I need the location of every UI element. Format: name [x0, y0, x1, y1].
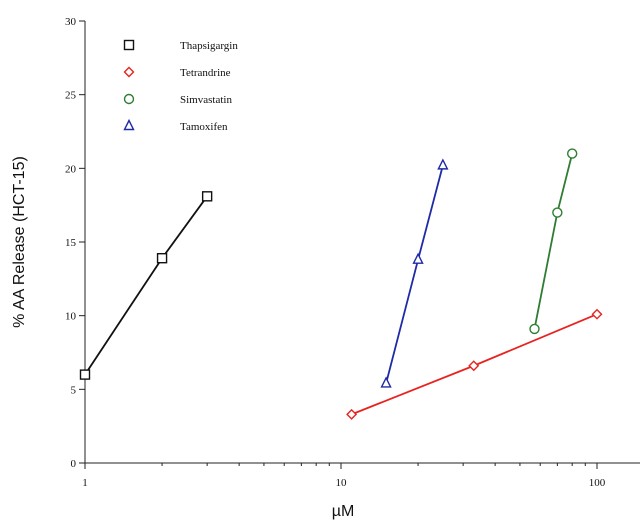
legend: Thapsigargin Tetrandrine Simvastatin Tamoxi…: [123, 39, 238, 133]
x-axis-title: µM: [332, 503, 355, 520]
legend-marker: [123, 39, 135, 51]
legend-marker: [123, 93, 135, 105]
y-axis: 0 5 10 15 20 25 30: [65, 16, 85, 470]
y-tick-label: 20: [65, 163, 77, 175]
y-tick-label: 25: [65, 90, 77, 102]
legend-marker: [123, 118, 135, 131]
legend-marker: [123, 66, 135, 78]
data-point: [412, 252, 424, 264]
legend-label: Tetrandrine: [180, 67, 231, 79]
data-point: [529, 323, 540, 335]
legend-label: Simvastatin: [180, 94, 232, 106]
y-tick-label: 30: [65, 16, 77, 28]
data-point: [437, 158, 449, 170]
series-line: [84, 195, 208, 376]
data-point: [201, 191, 213, 202]
x-tick-label: 1: [82, 477, 88, 489]
x-tick-label: 100: [589, 477, 606, 489]
y-tick-label: 10: [65, 311, 77, 323]
legend-label: Thapsigargin: [180, 40, 238, 52]
y-tick-label: 5: [71, 384, 77, 396]
y-tick-label: 0: [71, 458, 77, 470]
series-thapsigargin: [79, 191, 213, 380]
legend-label: Tamoxifen: [180, 121, 228, 133]
y-tick-label: 15: [65, 237, 77, 249]
data-point: [346, 408, 358, 420]
plot-frame: [84, 21, 640, 464]
data-point: [566, 148, 578, 159]
data-point: [156, 253, 168, 264]
data-point: [79, 369, 91, 380]
series-simvastatin: [529, 148, 578, 335]
data-point: [552, 207, 563, 218]
series-line: [533, 153, 574, 330]
data-point: [380, 376, 392, 388]
data-point: [591, 308, 603, 320]
series-line: [385, 165, 444, 384]
data-point: [468, 360, 480, 372]
x-tick-label: 10: [336, 477, 348, 489]
series-layer: [79, 148, 603, 420]
series-tetrandrine: [346, 308, 603, 420]
y-axis-title: % AA Release (HCT-15): [11, 156, 28, 328]
series-tamoxifen: [380, 158, 449, 388]
x-axis: 1 10 100: [82, 463, 606, 489]
